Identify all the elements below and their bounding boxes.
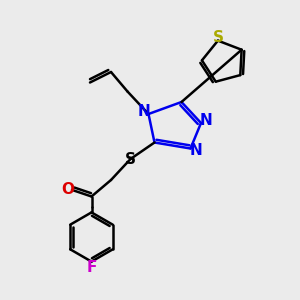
Text: S: S: [212, 29, 224, 44]
Text: N: N: [138, 104, 150, 119]
Text: N: N: [190, 143, 202, 158]
Text: N: N: [200, 113, 213, 128]
Text: F: F: [86, 260, 97, 274]
Text: S: S: [125, 152, 136, 166]
Text: O: O: [61, 182, 74, 197]
